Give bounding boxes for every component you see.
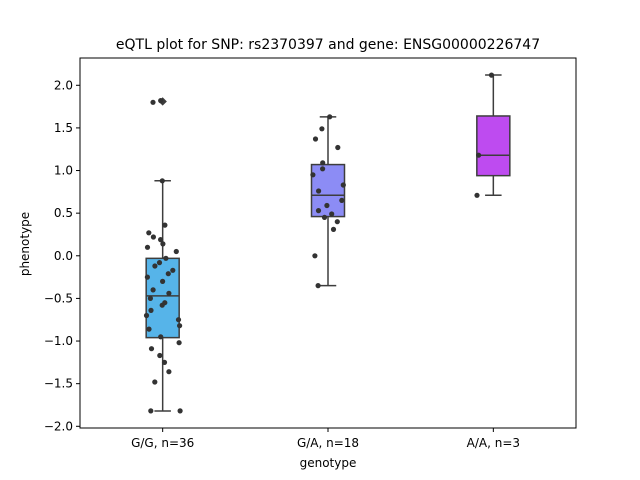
data-point — [158, 237, 164, 243]
data-point — [339, 197, 345, 203]
data-point — [143, 312, 150, 319]
data-point — [324, 202, 330, 209]
data-point — [310, 172, 316, 178]
x-tick-label: A/A, n=3 — [467, 436, 520, 450]
data-point — [177, 408, 183, 414]
data-point — [150, 99, 156, 105]
data-point — [159, 302, 165, 308]
y-tick-label: 2.0 — [54, 78, 73, 92]
y-tick-label: −1.0 — [44, 334, 73, 348]
data-point — [312, 253, 318, 259]
data-point — [330, 226, 337, 232]
data-point — [162, 222, 168, 228]
data-point — [157, 352, 163, 359]
data-point — [170, 267, 176, 273]
data-point — [173, 248, 179, 255]
plot-area: −2.0 −1.5 −1.0 −0.5 0.0 0.5 1.0 1.5 2.0 G/G, n=36… — [44, 72, 520, 450]
data-point — [177, 323, 183, 329]
y-tick-label: −2.0 — [44, 419, 73, 433]
data-point — [334, 219, 340, 225]
data-point — [150, 234, 156, 240]
data-point — [329, 211, 335, 217]
data-point — [319, 126, 325, 132]
data-point — [158, 98, 164, 104]
data-point — [148, 408, 154, 414]
data-point — [335, 144, 341, 151]
y-tick-label: 1.5 — [54, 121, 73, 135]
data-point — [315, 283, 321, 289]
data-point — [327, 114, 333, 120]
data-point — [321, 214, 328, 220]
data-point — [161, 359, 168, 365]
data-point — [175, 317, 182, 323]
y-tick-label: −1.5 — [44, 377, 73, 391]
y-axis-label: phenotype — [18, 212, 32, 276]
data-point — [476, 152, 482, 158]
data-point — [159, 178, 165, 184]
box — [476, 115, 511, 177]
data-point — [315, 208, 322, 214]
y-tick-label: 0.5 — [54, 206, 73, 220]
data-point — [152, 379, 158, 385]
data-point — [488, 72, 495, 78]
y-tick-label: 1.0 — [54, 164, 73, 178]
plot-frame — [79, 57, 577, 429]
data-point — [320, 160, 326, 166]
data-point — [156, 260, 163, 266]
data-point — [320, 166, 326, 172]
x-tick-label: G/G, n=36 — [131, 436, 194, 450]
data-point — [316, 188, 322, 194]
data-point — [148, 307, 154, 313]
data-point — [312, 136, 319, 142]
data-point — [146, 326, 152, 332]
data-point — [152, 263, 158, 269]
data-point — [176, 340, 182, 346]
data-point — [166, 290, 172, 296]
data-point — [150, 287, 156, 293]
data-point — [163, 255, 169, 261]
chart-title: eQTL plot for SNP: rs2370397 and gene: E… — [116, 37, 540, 53]
x-axis-label: genotype — [300, 456, 357, 470]
y-tick-label: 0.0 — [54, 249, 73, 263]
y-tick-label: −0.5 — [44, 291, 73, 305]
data-point — [144, 244, 151, 250]
data-point — [160, 278, 166, 284]
data-point — [165, 271, 171, 277]
x-tick-label: G/A, n=18 — [297, 436, 359, 450]
data-point — [474, 192, 480, 198]
data-point — [340, 182, 346, 188]
data-point — [158, 334, 164, 340]
data-point — [147, 295, 153, 301]
data-point — [148, 346, 155, 352]
data-point — [144, 274, 150, 280]
data-point — [160, 241, 166, 247]
data-point — [146, 230, 152, 236]
data-point — [166, 369, 172, 375]
